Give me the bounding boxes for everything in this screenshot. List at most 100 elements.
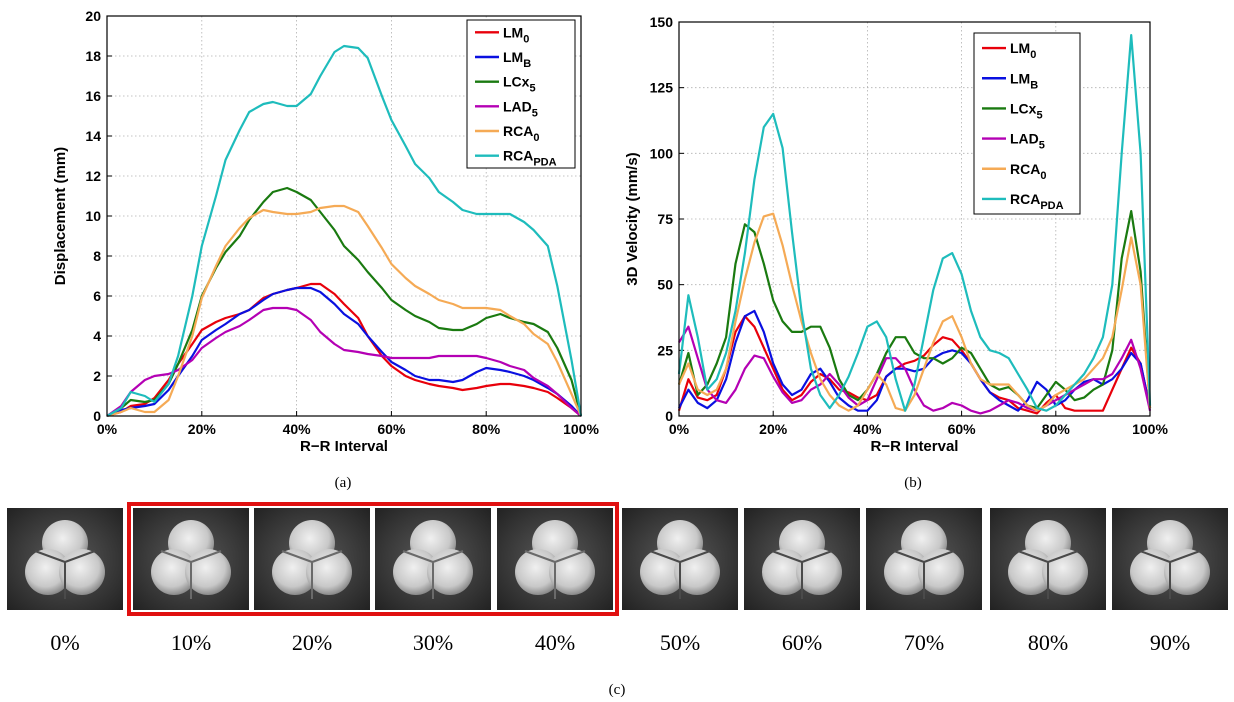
legend-label-lm0: LM0 xyxy=(503,24,529,45)
valve-commissure xyxy=(34,550,96,599)
x-tick-label: 80% xyxy=(472,421,501,437)
legend-label-lmb: LMB xyxy=(1010,70,1038,91)
series-line-rca0 xyxy=(106,204,583,418)
valve-commissure xyxy=(524,550,586,599)
series-line-lcx5 xyxy=(677,210,1152,410)
y-tick-label: 50 xyxy=(657,277,673,293)
frame-label: 80% xyxy=(1028,630,1068,655)
legend-label-rcapda: RCAPDA xyxy=(503,148,557,169)
legend-label-lcx5: LCx5 xyxy=(1010,100,1043,121)
legend-label-rca0: RCA0 xyxy=(1010,161,1046,182)
frame-label: 60% xyxy=(782,630,822,655)
series-line-lmb xyxy=(678,309,1152,412)
ct-frame: 80% xyxy=(990,508,1106,655)
y-tick-label: 16 xyxy=(85,88,101,104)
plot-frame xyxy=(678,21,1151,417)
legend-label-lmb: LMB xyxy=(503,49,531,70)
ct-frame: 50% xyxy=(622,508,738,655)
y-tick-label: 0 xyxy=(93,408,101,424)
ct-frame: 10% xyxy=(133,508,249,655)
x-tick-label: 60% xyxy=(948,421,977,437)
ct-frame: 60% xyxy=(744,508,860,655)
y-tick-label: 150 xyxy=(650,14,674,30)
legend-box xyxy=(466,19,576,169)
legend-label-lad5: LAD5 xyxy=(503,98,538,119)
y-tick-label: 14 xyxy=(85,128,101,144)
x-tick-label: 40% xyxy=(283,421,312,437)
y-tick-label: 20 xyxy=(85,8,101,24)
y-tick-label: 25 xyxy=(657,342,673,358)
ct-frame: 30% xyxy=(375,508,491,655)
x-tick-label: 40% xyxy=(853,421,882,437)
x-axis-label: R−R Interval xyxy=(300,438,388,455)
legend-box xyxy=(973,32,1081,215)
x-tick-label: 0% xyxy=(97,421,118,437)
x-tick-label: 60% xyxy=(377,421,406,437)
legend-label-lm0: LM0 xyxy=(1010,40,1036,61)
legend: LM0 LMB LCx5 LAD5 RCA0 RCAPDA xyxy=(973,32,1081,215)
y-tick-label: 2 xyxy=(93,368,101,384)
x-tick-label: 20% xyxy=(759,421,788,437)
valve-commissure xyxy=(649,550,711,599)
valve-commissure xyxy=(402,550,464,599)
y-tick-label: 10 xyxy=(85,208,101,224)
valve-commissure xyxy=(1017,550,1079,599)
x-tick-label: 20% xyxy=(188,421,217,437)
valve-commissure xyxy=(281,550,343,599)
ct-frame: 20% xyxy=(254,508,370,655)
frame-label: 50% xyxy=(660,630,700,655)
y-tick-label: 0 xyxy=(665,408,673,424)
ct-frame: 0% xyxy=(7,508,123,655)
x-axis-label: R−R Interval xyxy=(871,438,959,455)
ct-frame: 70% xyxy=(866,508,982,655)
y-tick-label: 125 xyxy=(650,80,674,96)
x-tick-label: 80% xyxy=(1042,421,1071,437)
panel-label-b: (b) xyxy=(904,475,922,491)
y-tick-label: 18 xyxy=(85,48,101,64)
panel-label-c: (c) xyxy=(609,682,626,698)
y-tick-label: 100 xyxy=(650,145,674,161)
series-line-lad5 xyxy=(678,325,1152,415)
legend-label-rca0: RCA0 xyxy=(503,123,539,144)
highlight-box xyxy=(127,502,619,616)
y-tick-label: 8 xyxy=(93,248,101,264)
valve-commissure xyxy=(1139,550,1201,599)
frame-label: 90% xyxy=(1150,630,1190,655)
y-tick-label: 75 xyxy=(657,211,673,227)
frame-label: 70% xyxy=(904,630,944,655)
frame-label: 0% xyxy=(50,630,79,655)
frame-label: 10% xyxy=(171,630,211,655)
series-line-rcapda xyxy=(677,33,1152,412)
x-tick-label: 100% xyxy=(563,421,599,437)
series-line-lcx5 xyxy=(106,186,583,417)
series-line-lad5 xyxy=(106,306,582,417)
valve-commissure xyxy=(893,550,955,599)
series-line-lm0 xyxy=(677,315,1152,415)
series-line-rcapda xyxy=(106,44,583,417)
legend-label-lcx5: LCx5 xyxy=(503,74,536,95)
velocity-chart: 0 25 50 75 100 125 150 0% 20% 40% 60% 80% 100% R−R In… xyxy=(624,14,1168,455)
series-line-rca0 xyxy=(677,212,1152,412)
y-tick-label: 6 xyxy=(93,288,101,304)
x-tick-label: 100% xyxy=(1132,421,1168,437)
ct-frame: 90% xyxy=(1112,508,1228,655)
valve-commissure xyxy=(771,550,833,599)
ct-image-strip: 0% 10% 20% 30% 40% 50% 60% 70% 80% 90% xyxy=(7,502,1228,655)
frame-label: 20% xyxy=(292,630,332,655)
x-tick-label: 0% xyxy=(669,421,690,437)
legend-label-lad5: LAD5 xyxy=(1010,131,1045,152)
legend-label-rcapda: RCAPDA xyxy=(1010,191,1064,212)
ct-frame: 40% xyxy=(497,508,613,655)
y-tick-label: 12 xyxy=(85,168,101,184)
plot-frame xyxy=(106,15,582,417)
legend: LM0 LMB LCx5 LAD5 RCA0 RCAPDA xyxy=(466,19,576,169)
y-axis-label: Displacement (mm) xyxy=(52,147,69,285)
valve-commissure xyxy=(160,550,222,599)
y-tick-label: 4 xyxy=(93,328,101,344)
frame-label: 30% xyxy=(413,630,453,655)
panel-label-a: (a) xyxy=(335,475,352,491)
y-axis-label: 3D Velocity (mm/s) xyxy=(624,152,641,285)
displacement-chart: 0 2 4 6 8 10 12 14 16 18 20 0% 20% 40% 60% 80% 100% R−R I… xyxy=(52,8,599,455)
frame-label: 40% xyxy=(535,630,575,655)
